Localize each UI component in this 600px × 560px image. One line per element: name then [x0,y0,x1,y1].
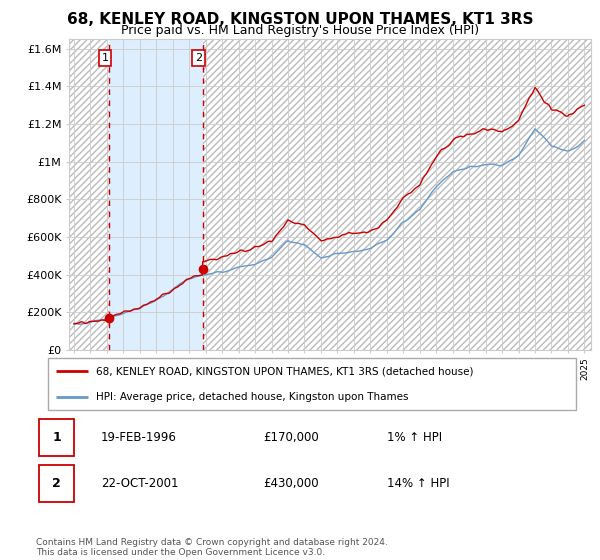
Text: £430,000: £430,000 [263,477,319,490]
Text: 1: 1 [101,53,109,63]
Text: 19-FEB-1996: 19-FEB-1996 [101,431,176,444]
FancyBboxPatch shape [39,419,74,456]
Text: Price paid vs. HM Land Registry's House Price Index (HPI): Price paid vs. HM Land Registry's House … [121,24,479,37]
Text: 1: 1 [52,431,61,444]
Bar [109,39,203,350]
Bar [66,20,109,360]
Text: 2: 2 [52,477,61,490]
Text: 68, KENLEY ROAD, KINGSTON UPON THAMES, KT1 3RS (detached house): 68, KENLEY ROAD, KINGSTON UPON THAMES, K… [95,366,473,376]
Bar [203,20,600,360]
Text: 2: 2 [195,53,202,63]
Text: 14% ↑ HPI: 14% ↑ HPI [387,477,449,490]
Text: 22-OCT-2001: 22-OCT-2001 [101,477,178,490]
Text: HPI: Average price, detached house, Kingston upon Thames: HPI: Average price, detached house, King… [95,392,408,402]
Text: Contains HM Land Registry data © Crown copyright and database right 2024.
This d: Contains HM Land Registry data © Crown c… [36,538,388,557]
FancyBboxPatch shape [39,465,74,502]
FancyBboxPatch shape [48,358,576,410]
Text: 68, KENLEY ROAD, KINGSTON UPON THAMES, KT1 3RS: 68, KENLEY ROAD, KINGSTON UPON THAMES, K… [67,12,533,27]
Text: 1% ↑ HPI: 1% ↑ HPI [387,431,442,444]
Text: £170,000: £170,000 [263,431,319,444]
